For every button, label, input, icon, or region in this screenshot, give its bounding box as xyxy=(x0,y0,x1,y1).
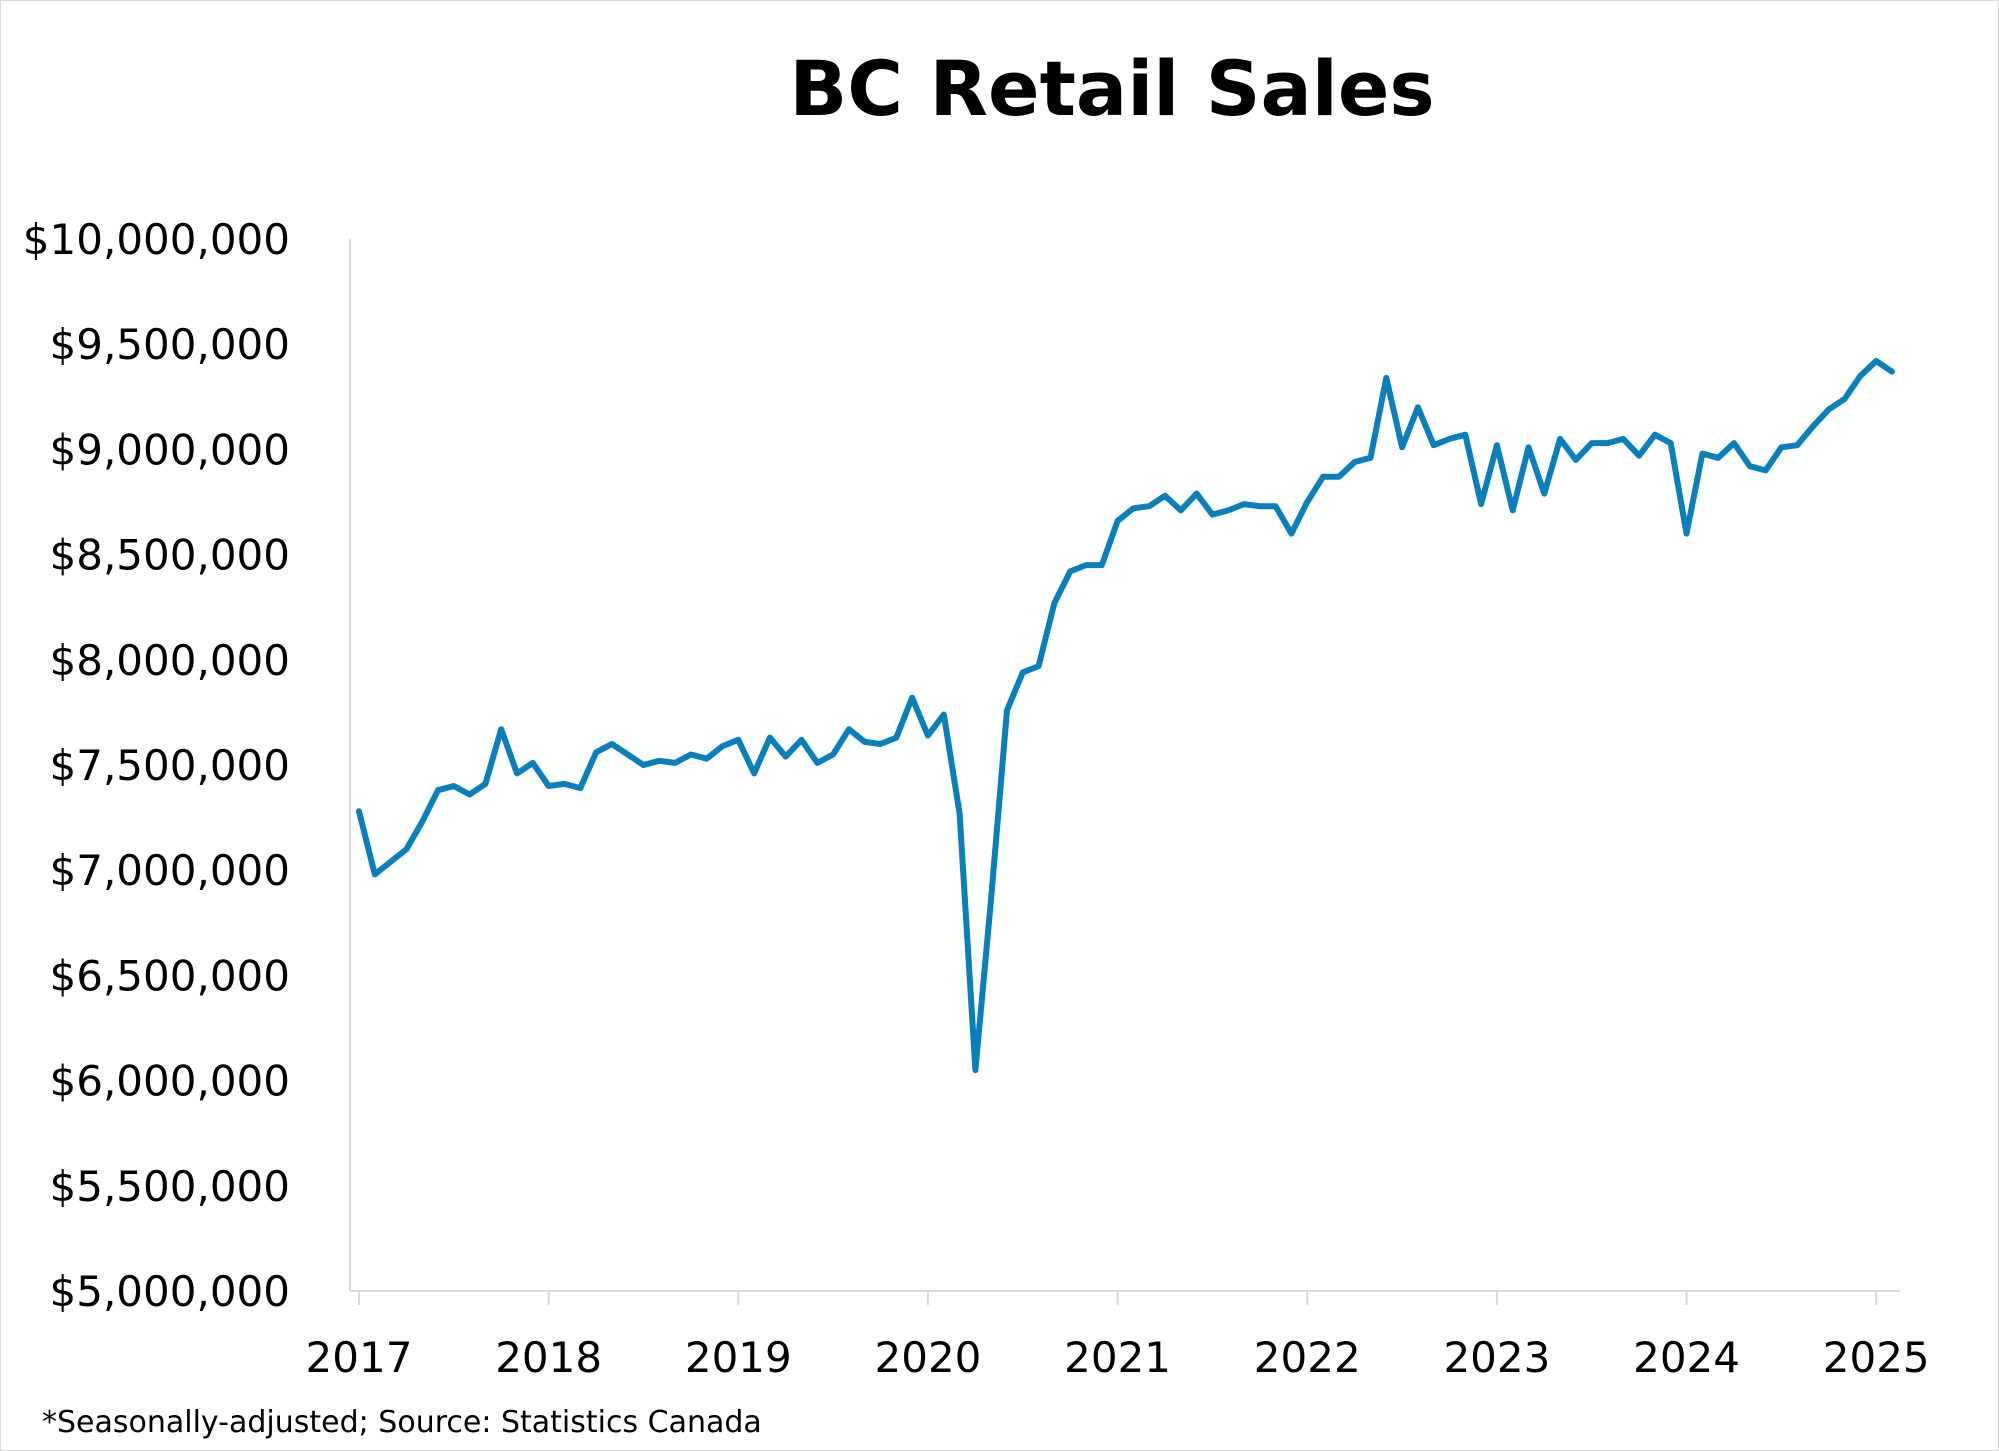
y-tick-label: $8,000,000 xyxy=(50,636,290,685)
x-tick-label: 2018 xyxy=(495,1333,602,1382)
x-axis: 2017 2018 2019 2020 2021 2022 2023 2024 2025 xyxy=(306,1290,1930,1382)
footnote: *Seasonally-adjusted; Source: Statistics… xyxy=(42,1405,762,1440)
y-tick-label: $5,500,000 xyxy=(50,1162,290,1211)
series-layer xyxy=(356,358,1895,1074)
x-tick-label: 2020 xyxy=(875,1333,982,1382)
y-axis: $5,000,000 $5,500,000 $6,000,000 $6,500,000… xyxy=(23,215,351,1316)
x-tick-label: 2022 xyxy=(1254,1333,1361,1382)
x-tick-label: 2023 xyxy=(1443,1333,1550,1382)
y-tick-label: $9,500,000 xyxy=(50,320,290,369)
y-tick-label: $6,000,000 xyxy=(50,1057,290,1106)
x-tick-label: 2017 xyxy=(306,1333,413,1382)
x-tick-label: 2021 xyxy=(1064,1333,1171,1382)
y-tick-label: $6,500,000 xyxy=(50,951,290,1000)
y-tick-label: $5,000,000 xyxy=(50,1267,290,1316)
y-tick-label: $7,500,000 xyxy=(50,741,290,790)
y-tick-label: $7,000,000 xyxy=(50,846,290,895)
x-tick-label: 2025 xyxy=(1823,1333,1930,1382)
chart-title: BC Retail Sales xyxy=(789,44,1434,133)
y-tick-label: $9,000,000 xyxy=(50,425,290,474)
x-tick-label: 2019 xyxy=(685,1333,792,1382)
y-tick-label: $8,500,000 xyxy=(50,531,290,580)
series-line xyxy=(356,358,1895,1074)
x-tick-label: 2024 xyxy=(1633,1333,1740,1382)
y-tick-label: $10,000,000 xyxy=(23,215,290,264)
